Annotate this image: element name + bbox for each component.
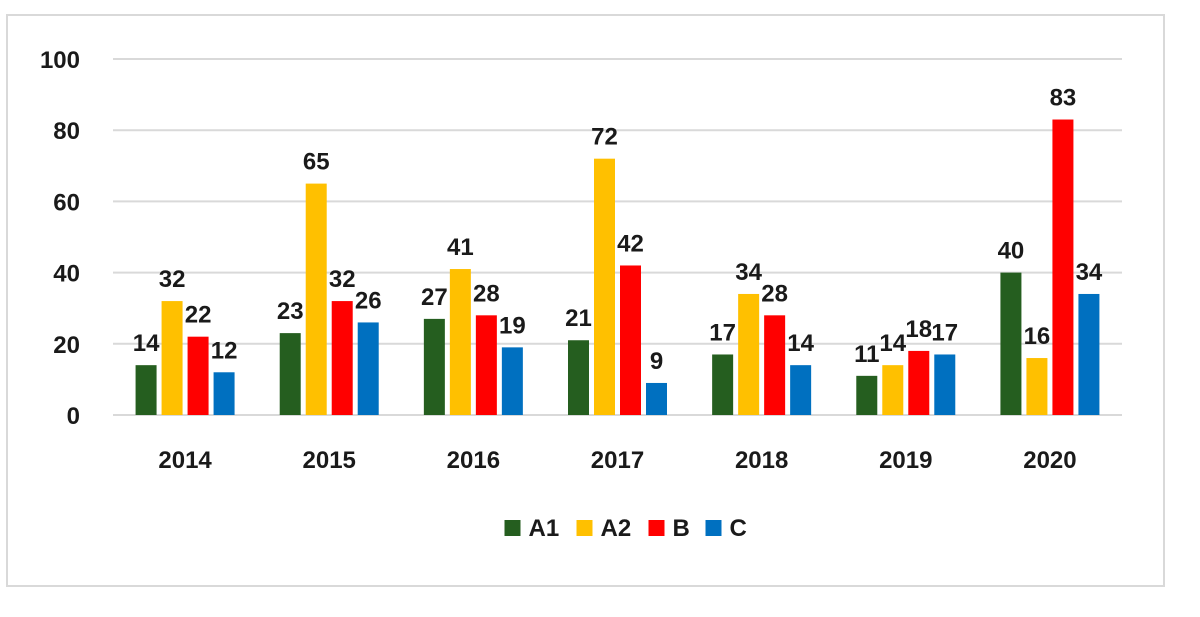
legend-swatch-c: [705, 520, 722, 536]
data-label: 32: [159, 266, 186, 293]
data-label: 17: [931, 319, 958, 346]
x-tick-label: 2019: [879, 447, 932, 474]
data-label: 19: [499, 312, 526, 339]
bar-a1-2015: [279, 333, 301, 415]
legend-swatch-a1: [504, 520, 521, 536]
data-label: 40: [998, 238, 1025, 265]
y-axis-ticks: 0 20 40 60 80 100: [40, 47, 80, 430]
data-label: 14: [787, 330, 814, 357]
y-tick-label: 20: [53, 332, 80, 359]
data-label: 28: [761, 280, 788, 307]
bar-b-2018: [764, 315, 786, 415]
bar-a2-2019: [882, 365, 904, 415]
legend-label-a1: A1: [529, 515, 560, 542]
data-label: 17: [709, 319, 736, 346]
bar-a2-2015: [305, 183, 327, 415]
bar-c-2014: [213, 372, 235, 415]
legend-label-a2: A2: [601, 515, 632, 542]
data-label: 83: [1050, 85, 1077, 112]
data-label: 23: [277, 298, 304, 325]
data-label: 11: [854, 341, 879, 368]
bar-a1-2017: [568, 340, 589, 415]
bar-c-2017: [646, 382, 667, 415]
bar-a2-2018: [738, 293, 760, 415]
data-label: 28: [473, 280, 500, 307]
bar-a1-2016: [423, 318, 445, 415]
bar-c-2020: [1078, 293, 1100, 415]
bar-b-2019: [908, 350, 930, 415]
x-tick-label: 2015: [303, 447, 356, 474]
bar-c-2016: [501, 347, 523, 415]
data-label: 18: [905, 316, 932, 343]
data-label: 14: [879, 330, 906, 357]
y-tick-label: 40: [53, 261, 80, 288]
x-tick-label: 2016: [447, 447, 500, 474]
x-tick-label: 2020: [1023, 447, 1076, 474]
legend-label-b: B: [673, 515, 690, 542]
data-label: 9: [650, 348, 663, 375]
bar-b-2014: [187, 336, 209, 415]
bar-c-2015: [357, 322, 379, 415]
x-axis-ticks: 2014 2015 2016 2017 2018 2019 2020: [158, 447, 1076, 474]
data-label: 26: [355, 287, 382, 314]
y-tick-label: 100: [40, 47, 80, 74]
x-tick-label: 2017: [591, 447, 644, 474]
bar-b-2020: [1052, 119, 1074, 416]
data-label: 22: [185, 302, 212, 329]
bar-a2-2017: [594, 158, 615, 415]
x-tick-label: 2014: [158, 447, 212, 474]
data-label: 16: [1024, 323, 1051, 350]
data-label: 12: [211, 337, 238, 364]
bar-a2-2014: [161, 301, 183, 415]
bar-a1-2019: [856, 375, 878, 415]
chart-frame: [6, 14, 1165, 587]
x-tick-label: 2018: [735, 447, 788, 474]
data-label: 27: [421, 284, 448, 311]
bar-a2-2020: [1026, 358, 1048, 415]
data-label: 65: [303, 149, 330, 176]
bar-a1-2018: [712, 354, 734, 415]
y-tick-label: 0: [67, 403, 80, 430]
data-label: 41: [447, 234, 474, 261]
data-label: 34: [1076, 259, 1103, 286]
y-tick-label: 60: [53, 189, 80, 216]
bar-b-2017: [620, 265, 641, 415]
data-label: 14: [133, 330, 160, 357]
data-label: 42: [617, 230, 644, 257]
data-label: 32: [329, 266, 356, 293]
data-label: 72: [591, 124, 618, 151]
bar-b-2016: [475, 315, 497, 415]
bar-a1-2014: [135, 365, 157, 415]
legend-swatch-b: [648, 520, 665, 536]
bar-a2-2016: [449, 269, 471, 415]
y-tick-label: 80: [53, 118, 80, 145]
legend: A1 A2 B C: [504, 515, 747, 542]
legend-swatch-a2: [576, 520, 593, 536]
data-label: 34: [735, 259, 762, 286]
bars: [135, 119, 1100, 416]
bar-c-2019: [934, 354, 956, 415]
legend-label-c: C: [730, 515, 747, 542]
bar-b-2015: [331, 301, 353, 415]
bar-c-2018: [790, 365, 812, 415]
data-label: 21: [565, 305, 592, 332]
bar-a1-2020: [1000, 272, 1022, 415]
